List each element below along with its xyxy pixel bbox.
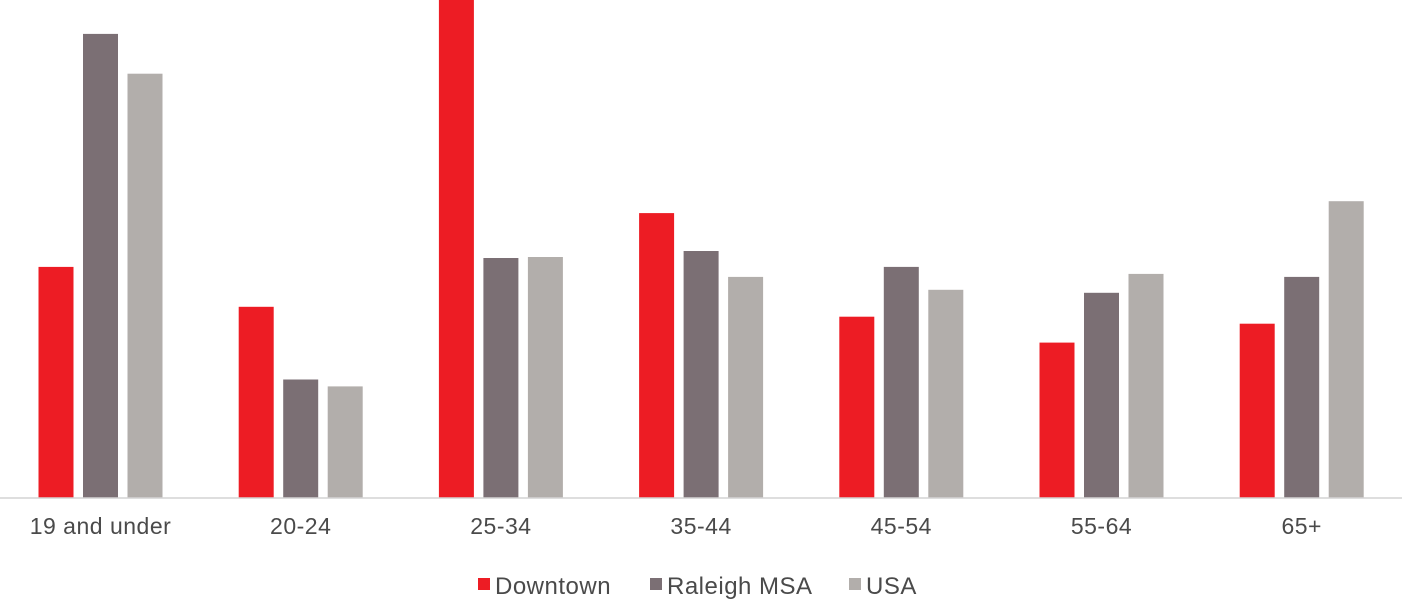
x-tick-label-65: 65+ xyxy=(1281,513,1322,539)
x-tick-label-45-54: 45-54 xyxy=(871,513,932,539)
x-tick-label-20-24: 20-24 xyxy=(270,513,331,539)
bar-downtown-45-54 xyxy=(839,316,875,498)
bar-raleigh-msa-25-34 xyxy=(483,258,519,498)
x-tick-labels: 19 and under 20-24 25-34 35-44 45-54 55-64 65+ xyxy=(30,513,1322,539)
bar-usa-19-and-under xyxy=(127,73,163,498)
bars-layer xyxy=(38,0,1364,499)
legend-item-downtown: Downtown xyxy=(478,573,611,600)
legend-label-usa: USA xyxy=(866,573,917,600)
legend-swatch-downtown xyxy=(478,578,490,590)
bar-usa-65 xyxy=(1328,201,1364,498)
x-tick-label-35-44: 35-44 xyxy=(670,513,731,539)
bar-usa-55-64 xyxy=(1128,273,1164,498)
x-tick-label-25-34: 25-34 xyxy=(470,513,531,539)
bar-raleigh-msa-35-44 xyxy=(683,251,719,498)
bar-downtown-20-24 xyxy=(238,306,274,498)
bar-downtown-55-64 xyxy=(1039,342,1075,498)
bar-raleigh-msa-65 xyxy=(1284,276,1320,498)
bar-downtown-65 xyxy=(1239,323,1275,498)
bar-usa-25-34 xyxy=(527,257,563,498)
bar-downtown-25-34 xyxy=(438,0,474,498)
legend-label-raleigh-msa: Raleigh MSA xyxy=(667,573,813,600)
legend-label-downtown: Downtown xyxy=(495,573,611,600)
bar-usa-45-54 xyxy=(928,289,964,498)
x-tick-label-19-and-under: 19 and under xyxy=(30,513,172,539)
legend-swatch-raleigh-msa xyxy=(650,578,662,590)
legend: Downtown Raleigh MSA USA xyxy=(478,573,917,600)
bar-raleigh-msa-55-64 xyxy=(1084,292,1119,498)
bar-raleigh-msa-20-24 xyxy=(283,379,319,498)
bar-usa-35-44 xyxy=(728,276,764,498)
legend-item-raleigh-msa: Raleigh MSA xyxy=(650,573,813,600)
bar-downtown-19-and-under xyxy=(38,266,74,498)
bar-usa-20-24 xyxy=(327,386,363,498)
bar-downtown-35-44 xyxy=(639,213,675,498)
bar-raleigh-msa-19-and-under xyxy=(83,33,118,499)
bar-raleigh-msa-45-54 xyxy=(883,266,919,498)
x-tick-label-55-64: 55-64 xyxy=(1071,513,1132,539)
legend-item-usa: USA xyxy=(849,573,917,600)
legend-swatch-usa xyxy=(849,578,861,590)
